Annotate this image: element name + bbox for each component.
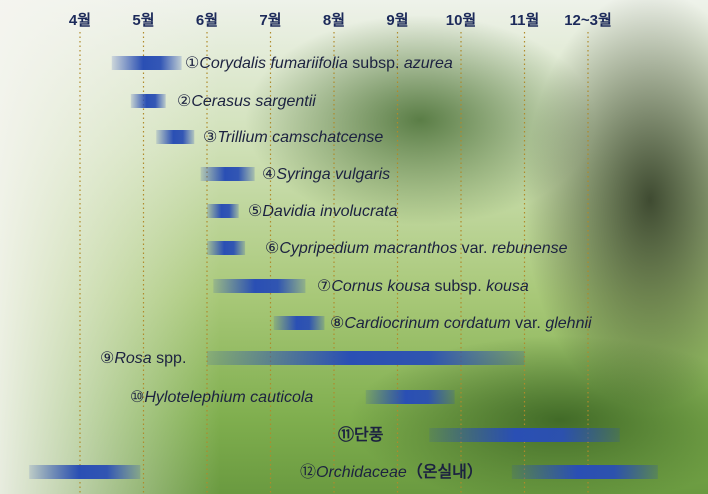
label-part: Rosa (114, 350, 151, 367)
label-part: ③ (203, 129, 217, 146)
label-part: Syringa vulgaris (276, 166, 390, 183)
label-part: Davidia involucrata (262, 203, 397, 220)
label-part: ⑫ (300, 463, 316, 481)
label-part: var. (511, 315, 546, 332)
task-label: ②Cerasus sargentii (177, 93, 316, 110)
bar (274, 316, 325, 330)
label-part: （온실내） (407, 463, 483, 481)
label-part: subsp. (348, 55, 404, 72)
bar (512, 465, 658, 479)
label-part: kousa (486, 278, 529, 295)
label-part: ④ (262, 166, 276, 183)
label-part: Cypripedium macranthos (279, 240, 457, 257)
label-part: Cornus kousa (331, 278, 430, 295)
label-part: subsp. (430, 278, 486, 295)
x-tick-label: 6월 (196, 12, 218, 29)
label-part: 단풍 (354, 426, 384, 444)
task-label: ①Corydalis fumariifolia subsp. azurea (185, 55, 453, 72)
label-part: rebunense (492, 240, 568, 257)
bar (213, 279, 305, 293)
bar (201, 167, 255, 181)
bar (29, 465, 140, 479)
label-part: Cardiocrinum cordatum (344, 315, 510, 332)
label-part: Cerasus sargentii (191, 93, 316, 110)
label-part: ② (177, 93, 191, 110)
label-part: ⑪ (338, 425, 354, 444)
label-part: Corydalis fumariifolia (199, 55, 348, 72)
task-label: ⑫Orchidaceae（온실내） (300, 463, 483, 481)
bar (207, 204, 239, 218)
label-part: ⑥ (265, 240, 279, 257)
task-label: ⑨Rosa spp. (100, 350, 186, 367)
task-label: ⑧Cardiocrinum cordatum var. glehnii (330, 315, 592, 332)
bar (207, 351, 525, 365)
task-label: ⑥Cypripedium macranthos var. rebunense (265, 240, 568, 257)
label-part: ⑩ (130, 389, 144, 406)
label-part: Hylotelephium cauticola (144, 389, 313, 406)
task-label: ③Trillium camschatcense (203, 129, 383, 146)
task-label: ⑪단풍 (338, 425, 384, 444)
task-label: ④Syringa vulgaris (262, 166, 390, 183)
bar (156, 130, 194, 144)
x-tick-label: 9월 (386, 12, 408, 29)
label-part: var. (457, 240, 492, 257)
page: 4월 5월 6월 7월 8월 9월 10월 11월 12~3월 ①Corydalis fumari… (0, 0, 708, 494)
task-label: ⑩Hylotelephium cauticola (130, 389, 313, 406)
x-tick-label: 8월 (323, 12, 345, 29)
x-tick-label: 4월 (69, 12, 91, 29)
label-part: Trillium camschatcense (217, 129, 383, 146)
label-part: glehnii (545, 315, 592, 332)
label-part: ⑤ (248, 203, 262, 220)
chart: 4월 5월 6월 7월 8월 9월 10월 11월 12~3월 ①Corydalis fumari… (0, 0, 708, 494)
label-part: ⑧ (330, 315, 344, 332)
x-tick-label: 10월 (446, 12, 477, 29)
label-part: Orchidaceae (316, 464, 407, 481)
task-label: ⑦Cornus kousa subsp. kousa (317, 278, 529, 295)
x-tick-label: 12~3월 (564, 12, 612, 29)
task-label: ⑤Davidia involucrata (248, 203, 398, 220)
x-tick-label: 7월 (259, 12, 281, 29)
label-part: ① (185, 55, 199, 72)
bar (429, 428, 620, 442)
bar (131, 94, 166, 108)
label-part: azurea (404, 55, 453, 72)
x-tick-label: 11월 (510, 12, 540, 29)
x-tick-label: 5월 (132, 12, 154, 29)
label-part: ⑦ (317, 278, 331, 295)
label-part: spp. (152, 350, 187, 367)
bar (366, 390, 455, 404)
bar (112, 56, 182, 70)
label-part: ⑨ (100, 350, 114, 367)
bar (207, 241, 245, 255)
